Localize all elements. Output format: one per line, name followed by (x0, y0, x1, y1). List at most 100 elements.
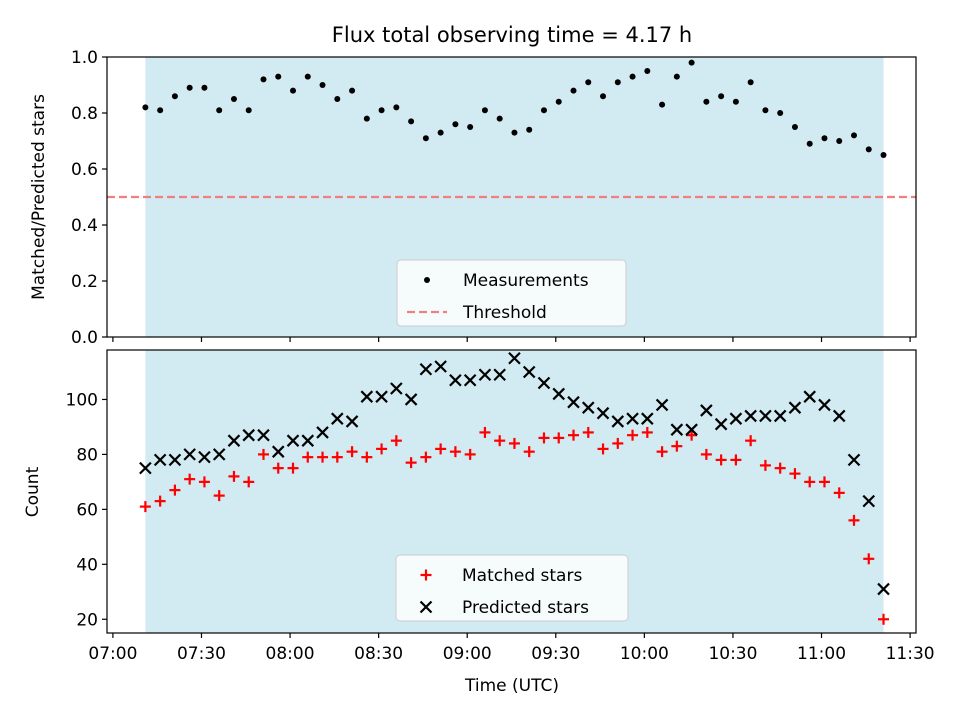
legend: Measurements Threshold (396, 259, 627, 327)
predicted-star-point (847, 453, 861, 467)
measurement-point (319, 82, 326, 88)
x-b (183, 448, 196, 461)
y-tick-label: 20 (76, 610, 98, 630)
matched-star-point (184, 473, 196, 485)
legend-predicted-swatch (419, 600, 433, 614)
x-b (877, 582, 890, 596)
measurement-point (791, 124, 798, 130)
y-tick-label: 40 (76, 555, 98, 575)
matched-star-point (730, 454, 742, 466)
x-b (168, 453, 182, 467)
predicted-star-point (700, 404, 713, 417)
matched-star-point (213, 490, 225, 502)
matched-star-point (228, 470, 240, 482)
measurement-point (334, 96, 341, 102)
x-b (522, 365, 536, 379)
x-b (596, 406, 610, 420)
predicted-star-point (271, 445, 285, 458)
matched-star-point (198, 476, 210, 488)
x-b (700, 404, 713, 417)
measurement-point (275, 73, 282, 80)
matched-star-point (878, 613, 890, 625)
predicted-star-point (345, 415, 359, 428)
measurement-point (230, 96, 237, 102)
matched-star-point (139, 501, 151, 513)
predicted-star-point (788, 401, 802, 414)
measurement-point (659, 101, 666, 108)
x-b (301, 434, 315, 447)
predicted-star-point (227, 434, 241, 447)
y-tick-label: 0.6 (71, 160, 98, 180)
measurement-point (673, 73, 680, 80)
x-b (242, 428, 256, 442)
matched-star-point (553, 432, 565, 444)
x-tick-label: 11:30 (886, 644, 935, 664)
x-tick-label: 09:30 (531, 644, 580, 664)
measurement-point (836, 138, 843, 144)
predicted-star-point (242, 428, 256, 442)
chart-title: Flux total observing time = 4.17 h (332, 23, 692, 47)
matched-star-point (715, 454, 727, 466)
predicted-star-point (257, 428, 270, 442)
x-b (434, 360, 447, 373)
measurement-point (201, 84, 208, 91)
measurement-point (393, 104, 400, 111)
y-tick-label: 0.0 (71, 328, 98, 348)
x-b (537, 376, 551, 390)
y-tick-label: 0.8 (71, 104, 98, 124)
predicted-star-point (552, 387, 566, 401)
measurement-point (378, 107, 385, 114)
matched-star-point (686, 429, 698, 441)
predicted-star-point (139, 461, 152, 475)
predicted-star-point (212, 448, 226, 461)
y-tick-label: 80 (76, 445, 98, 465)
predicted-star-point (331, 412, 344, 425)
legend: Matched stars Predicted stars (395, 554, 629, 622)
measurement-point (437, 129, 444, 136)
x-b (788, 401, 802, 414)
x-tick-label: 10:30 (708, 644, 757, 664)
top-y-axis-label: Matched/Predicted stars (29, 94, 49, 300)
x-b (552, 387, 566, 401)
matched-star-point (700, 448, 712, 460)
bottom-panel: 20 40 60 80 100 07:00 07:30 08:00 08:30 09:00 09:3… (66, 349, 935, 664)
matched-star-point (243, 476, 255, 488)
predicted-star-point (714, 417, 728, 431)
predicted-star-point (463, 373, 477, 387)
matched-star-point (627, 429, 639, 441)
measurement-point (718, 93, 725, 100)
x-b (316, 426, 329, 439)
x-b (419, 600, 433, 614)
x-b (360, 390, 374, 403)
predicted-star-point (183, 448, 196, 461)
predicted-star-point (478, 368, 492, 382)
predicted-star-point (301, 434, 315, 447)
measurement-point (629, 73, 636, 80)
top-panel: 0.0 0.2 0.4 0.6 0.8 1.0 Measurements Threshold (71, 48, 917, 348)
x-b (862, 494, 876, 508)
x-tick-label: 07:30 (177, 644, 226, 664)
x-tick-label: 08:30 (354, 644, 403, 664)
predicted-star-point (508, 351, 521, 365)
x-b (655, 398, 669, 412)
matched-star-point (376, 443, 388, 455)
x-b (227, 434, 241, 447)
matched-star-point (420, 451, 432, 463)
x-b (493, 368, 506, 382)
measurement-point (408, 118, 415, 125)
legend-entry-label: Threshold (462, 303, 547, 323)
x-tick-label: 08:00 (266, 644, 315, 664)
predicted-star-point (818, 398, 831, 412)
predicted-star-point (419, 362, 433, 376)
predicted-star-point (773, 409, 787, 423)
x-b (257, 428, 270, 442)
measurement-point (688, 59, 695, 66)
matched-star-point (257, 448, 269, 460)
matched-star-point (479, 426, 491, 438)
matched-star-point (818, 476, 830, 488)
matched-star-point (789, 468, 801, 480)
matched-star-point (272, 462, 284, 474)
matched-star-point (405, 457, 417, 469)
predicted-star-point (286, 434, 300, 447)
